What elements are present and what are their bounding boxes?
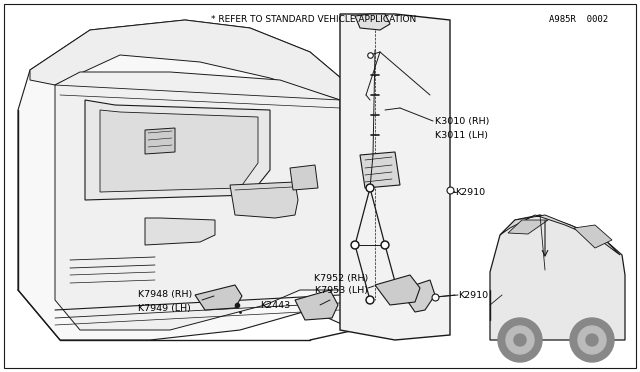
Polygon shape [30, 20, 355, 100]
Circle shape [381, 241, 389, 249]
Circle shape [586, 334, 598, 346]
Text: K7949 (LH): K7949 (LH) [138, 304, 191, 312]
Polygon shape [508, 220, 548, 234]
Circle shape [367, 298, 372, 302]
Polygon shape [145, 218, 215, 245]
Polygon shape [145, 128, 175, 154]
Polygon shape [490, 215, 625, 340]
Polygon shape [55, 72, 340, 330]
Polygon shape [355, 14, 390, 30]
Text: A985R  0002: A985R 0002 [549, 15, 608, 24]
Circle shape [498, 318, 542, 362]
Text: K2443: K2443 [260, 301, 290, 310]
Polygon shape [340, 14, 450, 340]
Polygon shape [295, 290, 338, 320]
Text: K2910: K2910 [455, 187, 485, 196]
Polygon shape [360, 152, 400, 188]
Text: K2910: K2910 [458, 291, 488, 299]
Polygon shape [375, 275, 420, 305]
Circle shape [570, 318, 614, 362]
Polygon shape [500, 215, 620, 255]
Circle shape [514, 334, 526, 346]
Circle shape [367, 186, 372, 190]
Circle shape [366, 184, 374, 192]
Text: K3011 (LH): K3011 (LH) [435, 131, 488, 140]
Polygon shape [400, 280, 435, 312]
Circle shape [506, 326, 534, 354]
Text: K3010 (RH): K3010 (RH) [435, 116, 490, 125]
Circle shape [366, 296, 374, 304]
Polygon shape [18, 20, 355, 340]
Circle shape [353, 243, 358, 247]
Circle shape [351, 241, 359, 249]
Circle shape [578, 326, 606, 354]
Polygon shape [85, 100, 270, 200]
Polygon shape [195, 285, 242, 310]
Polygon shape [230, 182, 298, 218]
Polygon shape [100, 110, 258, 192]
Text: * REFER TO STANDARD VEHICLE APPLICATION: * REFER TO STANDARD VEHICLE APPLICATION [211, 15, 417, 24]
Circle shape [383, 243, 387, 247]
Text: K7952 (RH): K7952 (RH) [314, 273, 368, 282]
Polygon shape [574, 225, 612, 248]
Polygon shape [290, 165, 318, 190]
Text: K7948 (RH): K7948 (RH) [138, 291, 192, 299]
Text: K7953 (LH): K7953 (LH) [315, 286, 368, 295]
